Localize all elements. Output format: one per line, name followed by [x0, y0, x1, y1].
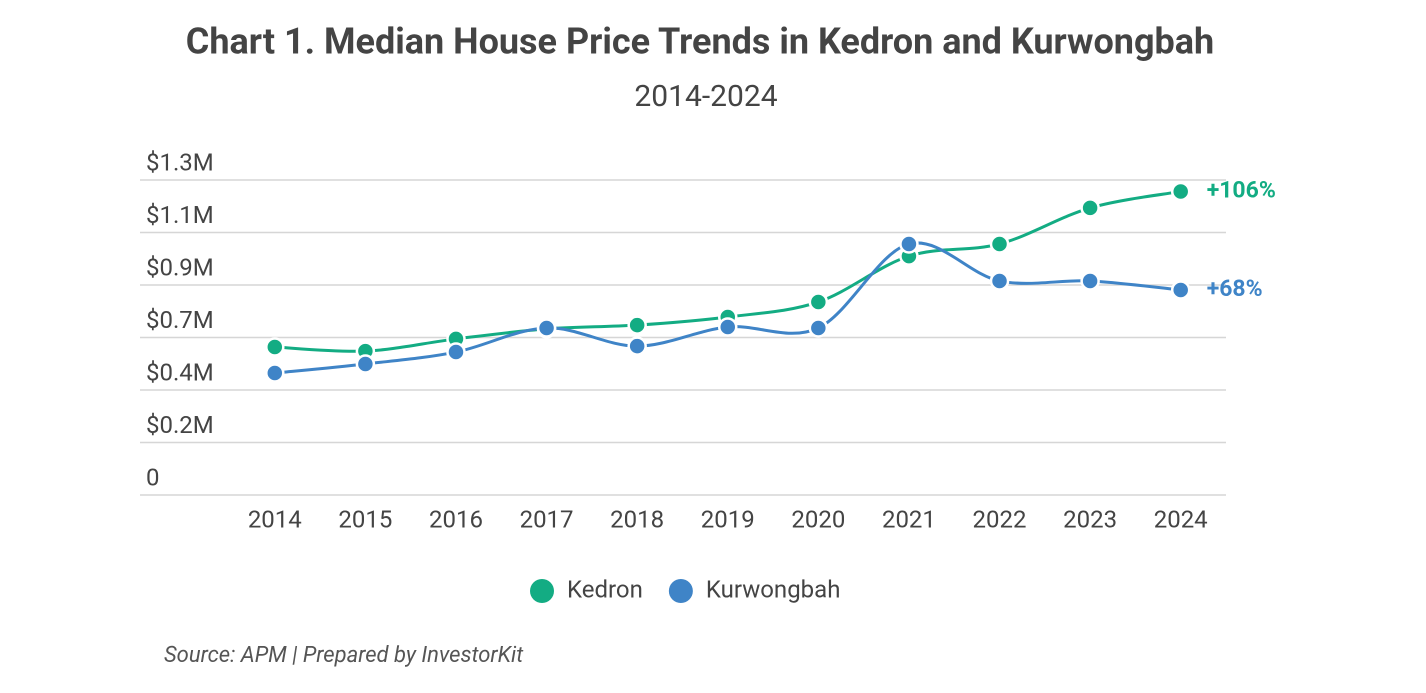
data-point — [808, 292, 829, 312]
x-tick-label: 2021 — [882, 505, 936, 533]
x-tick-label: 2017 — [520, 505, 574, 533]
data-point — [718, 317, 738, 337]
x-tick-label: 2019 — [701, 505, 755, 533]
data-point — [989, 271, 1010, 291]
chart-title: Chart 1. Median House Price Trends in Ke… — [186, 21, 1214, 63]
y-tick-label: $0.4M — [146, 358, 214, 386]
y-tick-label: 0 — [146, 463, 160, 491]
y-tick-label: $0.9M — [146, 253, 214, 281]
data-point — [627, 336, 647, 356]
x-tick-label: 2022 — [973, 505, 1027, 533]
data-point — [536, 318, 557, 338]
y-tick-label: $0.2M — [146, 411, 214, 439]
data-point — [899, 234, 919, 254]
data-point — [1080, 271, 1100, 291]
end-label: +106% — [1207, 177, 1276, 204]
legend-marker — [530, 579, 554, 603]
legend-label: Kurwongbah — [706, 575, 841, 603]
chart-subtitle: 2014-2024 — [634, 79, 777, 114]
x-tick-label: 2018 — [610, 505, 664, 533]
data-point — [265, 363, 285, 383]
x-tick-label: 2015 — [338, 505, 392, 533]
y-tick-label: $0.7M — [146, 306, 214, 334]
data-point — [1080, 198, 1100, 218]
data-point — [627, 315, 647, 335]
data-point — [989, 234, 1010, 254]
end-label: +68% — [1207, 275, 1263, 302]
data-point — [808, 318, 829, 338]
legend-label: Kedron — [567, 575, 643, 603]
x-tick-label: 2023 — [1063, 505, 1117, 533]
legend-marker — [668, 579, 693, 603]
x-tick-label: 2014 — [248, 505, 302, 533]
data-point — [265, 337, 285, 357]
x-tick-label: 2024 — [1154, 505, 1208, 533]
data-point — [1170, 181, 1191, 202]
y-tick-label: $1.1M — [146, 201, 214, 229]
y-tick-label: $1.3M — [146, 148, 214, 176]
data-point — [1170, 280, 1191, 300]
data-point — [446, 342, 466, 362]
x-tick-label: 2016 — [429, 505, 483, 533]
data-point — [355, 354, 376, 374]
x-tick-label: 2020 — [791, 505, 845, 533]
source-note: Source: APM | Prepared by InvestorKit — [164, 643, 524, 668]
